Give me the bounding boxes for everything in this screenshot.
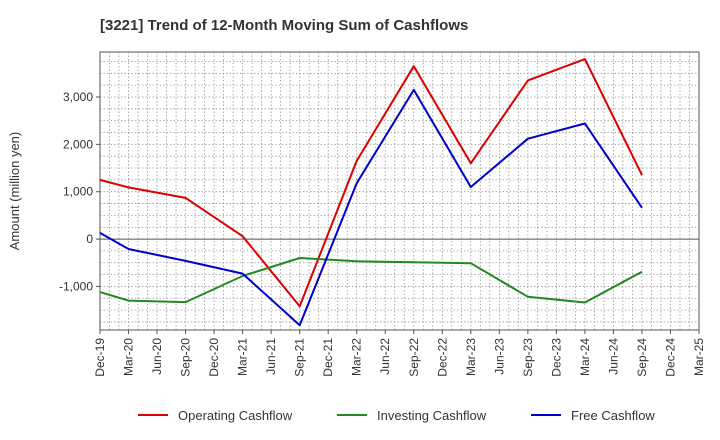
x-tick-label: Mar-21 [236, 338, 250, 376]
y-tick-label: 0 [86, 232, 93, 246]
x-tick-label: Sep-20 [179, 338, 193, 377]
x-tick-label: Mar-23 [464, 338, 478, 376]
x-tick-label: Mar-25 [692, 338, 706, 376]
series-line-operating-cashflow [99, 58, 643, 308]
x-tick-label: Mar-22 [350, 338, 364, 376]
x-tick-label: Mar-20 [122, 338, 136, 376]
x-tick-label: Jun-20 [150, 338, 164, 375]
x-tick-label: Dec-23 [549, 338, 563, 377]
x-tick-label: Sep-23 [521, 338, 535, 377]
y-axis: -1,000 0 1,000 2,000 3,000 [59, 90, 100, 293]
series-line-investing-cashflow [99, 257, 643, 304]
x-tick-label: Dec-20 [207, 338, 221, 377]
y-tick-label: 3,000 [63, 90, 93, 104]
x-tick-label: Sep-21 [293, 338, 307, 377]
legend-label: Free Cashflow [571, 408, 655, 423]
x-tick-label: Mar-24 [578, 338, 592, 376]
y-tick-label: 1,000 [63, 185, 93, 199]
y-tick-label: -1,000 [59, 279, 93, 293]
x-tick-label: Dec-19 [93, 338, 107, 377]
y-tick-label: 2,000 [63, 137, 93, 151]
x-tick-label: Sep-22 [407, 338, 421, 377]
chart-title: [3221] Trend of 12-Month Moving Sum of C… [100, 17, 468, 34]
x-axis: Dec-19 Mar-20 Jun-20 Sep-20 Dec-20 Mar-21 Jun-… [93, 330, 706, 377]
x-tick-label: Jun-22 [378, 338, 392, 375]
series-line-free-cashflow [99, 88, 643, 327]
y-axis-label: Amount (million yen) [7, 132, 22, 251]
legend: Operating Cashflow Investing Cashflow Free… [138, 408, 655, 423]
x-tick-label: Sep-24 [635, 338, 649, 377]
x-tick-label: Jun-23 [492, 338, 506, 375]
legend-label: Investing Cashflow [377, 408, 487, 423]
series-lines [99, 58, 643, 327]
x-tick-label: Dec-21 [321, 338, 335, 377]
legend-label: Operating Cashflow [178, 408, 293, 423]
x-tick-label: Dec-22 [435, 338, 449, 377]
x-tick-label: Jun-24 [606, 338, 620, 375]
x-tick-label: Dec-24 [663, 338, 677, 377]
plot-frame [99, 51, 700, 331]
x-tick-label: Jun-21 [264, 338, 278, 375]
